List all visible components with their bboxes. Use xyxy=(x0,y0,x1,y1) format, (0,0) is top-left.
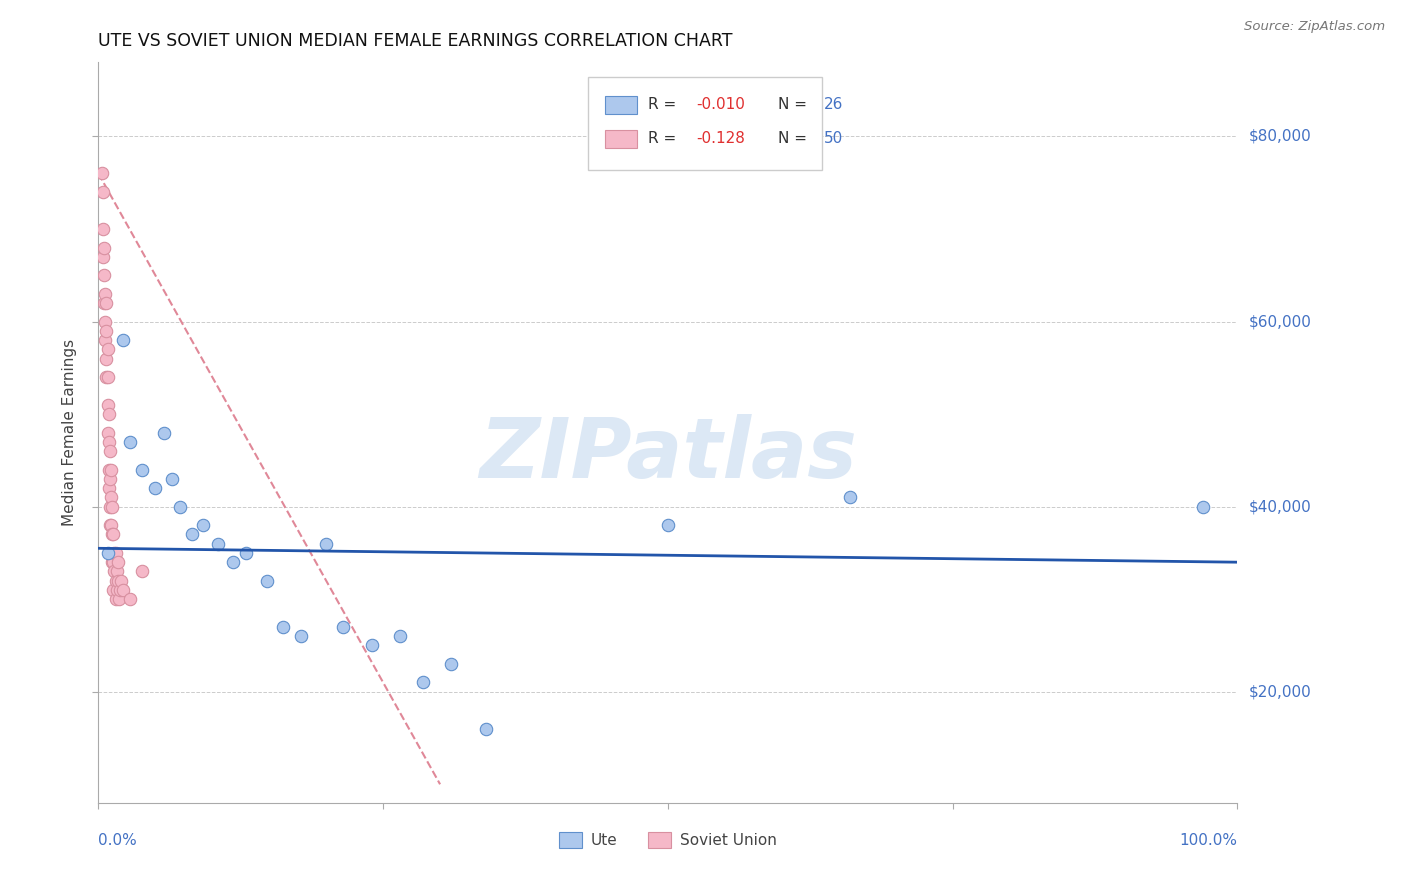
Point xyxy=(101,500,124,514)
Point xyxy=(474,722,496,736)
FancyBboxPatch shape xyxy=(605,130,637,147)
Point xyxy=(153,425,176,440)
Text: ZIPatlas: ZIPatlas xyxy=(479,414,856,495)
Point xyxy=(131,462,153,476)
Point xyxy=(94,314,117,328)
Point xyxy=(105,582,128,597)
Point xyxy=(120,592,142,607)
Point xyxy=(94,286,117,301)
Point xyxy=(839,491,862,505)
Point xyxy=(112,333,135,347)
FancyBboxPatch shape xyxy=(605,95,637,113)
Text: 26: 26 xyxy=(824,97,844,112)
Point xyxy=(103,546,125,560)
Text: UTE VS SOVIET UNION MEDIAN FEMALE EARNINGS CORRELATION CHART: UTE VS SOVIET UNION MEDIAN FEMALE EARNIN… xyxy=(98,32,733,50)
Point xyxy=(97,462,120,476)
Point xyxy=(93,240,115,254)
Point xyxy=(103,582,125,597)
Text: 100.0%: 100.0% xyxy=(1180,833,1237,848)
Point xyxy=(104,574,127,588)
Point xyxy=(93,296,115,310)
Point xyxy=(96,296,118,310)
Legend: Ute, Soviet Union: Ute, Soviet Union xyxy=(553,826,783,855)
Point xyxy=(98,500,121,514)
Point xyxy=(169,500,191,514)
Point xyxy=(131,565,153,579)
Text: $80,000: $80,000 xyxy=(1249,129,1312,144)
Point xyxy=(103,565,125,579)
Point xyxy=(108,592,131,607)
Text: Source: ZipAtlas.com: Source: ZipAtlas.com xyxy=(1244,20,1385,33)
Point xyxy=(104,592,127,607)
Point xyxy=(440,657,463,671)
Point xyxy=(271,620,294,634)
Point xyxy=(101,555,124,569)
Point xyxy=(101,527,124,541)
Point xyxy=(96,370,118,384)
Point xyxy=(103,555,125,569)
Point xyxy=(96,370,118,384)
Text: N =: N = xyxy=(779,97,807,112)
Point xyxy=(180,527,202,541)
Text: R =: R = xyxy=(648,97,676,112)
Point xyxy=(98,518,121,533)
Point xyxy=(97,481,120,495)
Text: 0.0%: 0.0% xyxy=(98,833,138,848)
Point xyxy=(94,333,117,347)
Point xyxy=(315,536,337,550)
Point xyxy=(100,462,122,476)
Point xyxy=(235,546,257,560)
Point xyxy=(96,546,118,560)
Point xyxy=(657,518,679,533)
Point xyxy=(104,546,127,560)
Text: -0.128: -0.128 xyxy=(696,131,745,146)
Point xyxy=(412,675,434,690)
Text: 50: 50 xyxy=(824,131,844,146)
Point xyxy=(207,536,229,550)
Point xyxy=(97,434,120,449)
Point xyxy=(105,565,128,579)
Point xyxy=(93,268,115,283)
Point xyxy=(96,425,118,440)
Y-axis label: Median Female Earnings: Median Female Earnings xyxy=(62,339,77,526)
Text: R =: R = xyxy=(648,131,676,146)
Text: N =: N = xyxy=(779,131,807,146)
Point xyxy=(256,574,278,588)
Point xyxy=(100,518,122,533)
Point xyxy=(360,639,382,653)
Point xyxy=(96,324,118,338)
Point xyxy=(1192,500,1215,514)
Point xyxy=(112,582,135,597)
Point xyxy=(290,629,312,643)
Point xyxy=(107,555,129,569)
Point xyxy=(103,527,125,541)
Point xyxy=(98,472,121,486)
Point xyxy=(193,518,215,533)
Point xyxy=(162,472,184,486)
Text: $40,000: $40,000 xyxy=(1249,500,1312,514)
Point xyxy=(96,398,118,412)
Point xyxy=(97,407,120,421)
Point xyxy=(222,555,245,569)
Point xyxy=(100,491,122,505)
Point xyxy=(107,574,129,588)
Text: $60,000: $60,000 xyxy=(1249,314,1312,329)
Point xyxy=(332,620,354,634)
Point xyxy=(120,434,142,449)
Point xyxy=(389,629,412,643)
Point xyxy=(90,166,112,180)
Text: -0.010: -0.010 xyxy=(696,97,745,112)
Point xyxy=(108,582,131,597)
Point xyxy=(91,222,114,236)
Point xyxy=(96,343,118,357)
Point xyxy=(96,351,118,366)
Point xyxy=(91,185,114,199)
Point xyxy=(110,574,132,588)
Point xyxy=(91,250,114,264)
Point xyxy=(98,444,121,458)
Point xyxy=(145,481,167,495)
Text: $20,000: $20,000 xyxy=(1249,684,1312,699)
FancyBboxPatch shape xyxy=(588,78,821,169)
